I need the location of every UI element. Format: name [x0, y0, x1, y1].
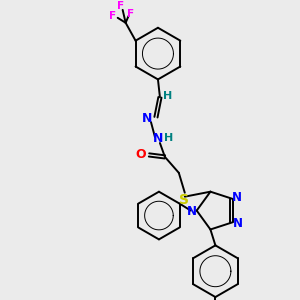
Text: F: F — [109, 11, 116, 21]
Text: N: N — [142, 112, 152, 125]
Text: F: F — [127, 9, 134, 19]
Text: S: S — [179, 193, 189, 207]
Text: N: N — [153, 131, 163, 145]
Text: N: N — [187, 205, 197, 218]
Text: H: H — [164, 133, 173, 143]
Text: N: N — [232, 191, 242, 204]
Text: O: O — [136, 148, 146, 161]
Text: N: N — [232, 217, 243, 230]
Text: F: F — [117, 1, 124, 11]
Text: H: H — [163, 91, 172, 101]
